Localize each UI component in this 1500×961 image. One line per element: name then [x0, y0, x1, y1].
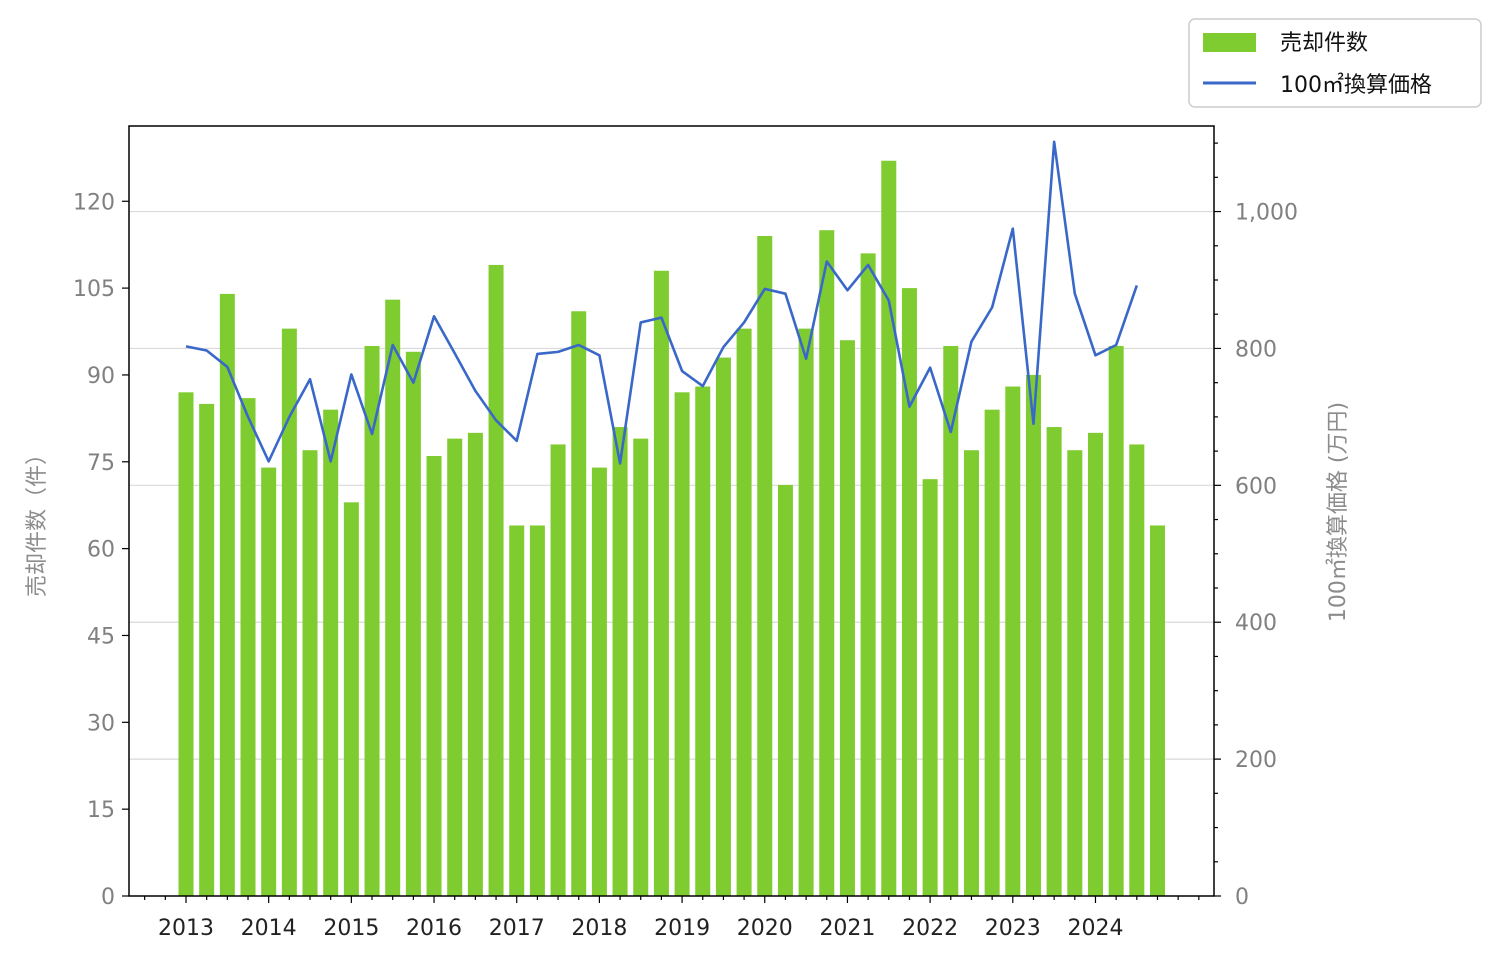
bar-2015Q3: [385, 299, 401, 896]
bar-2014Q3: [302, 450, 318, 896]
x-tick-label: 2021: [819, 916, 875, 941]
left-tick-label: 60: [87, 538, 115, 563]
bar-2018Q4: [653, 270, 669, 897]
right-tick-label: 0: [1235, 885, 1249, 910]
right-axis: 0 200 400 600 800 1,000: [1214, 142, 1298, 910]
right-axis-label: 100㎡換算価格 (万円): [1325, 402, 1351, 622]
bar-2015Q1: [343, 502, 359, 896]
bar-2021Q3: [881, 160, 897, 897]
x-tick-label: 2015: [323, 916, 379, 941]
bar-2018Q1: [591, 467, 607, 896]
bar-2014Q4: [323, 409, 339, 896]
x-tick-label: 2022: [902, 916, 958, 941]
bar-2014Q1: [261, 467, 277, 896]
bar-2015Q2: [364, 346, 380, 896]
bar-2018Q3: [633, 438, 649, 896]
bar-2013Q3: [219, 293, 235, 896]
left-tick-label: 0: [101, 885, 115, 910]
legend-box: [1188, 18, 1482, 108]
bar-2024Q4: [1149, 525, 1165, 896]
bar-2017Q2: [529, 525, 545, 896]
bar-2013Q4: [240, 398, 256, 896]
bar-2020Q4: [819, 230, 835, 897]
bar-2023Q1: [1005, 386, 1021, 896]
bar-2018Q2: [612, 427, 628, 896]
bar-series: [178, 160, 1165, 897]
left-tick-label: 90: [87, 364, 115, 389]
legend-line-label: 100㎡換算価格: [1280, 72, 1432, 98]
plot-border: [128, 125, 1215, 897]
bar-2022Q1: [922, 479, 938, 896]
x-tick-label: 2017: [489, 916, 545, 941]
bar-2019Q4: [736, 328, 752, 896]
left-tick-label: 75: [87, 451, 115, 476]
bar-2021Q4: [901, 288, 917, 897]
bar-2020Q1: [757, 236, 773, 896]
bar-2022Q3: [963, 450, 979, 896]
right-tick-label: 400: [1235, 611, 1277, 636]
bar-2019Q3: [715, 357, 731, 896]
x-tick-label: 2024: [1067, 916, 1123, 941]
x-tick-label: 2018: [571, 916, 627, 941]
left-axis-label: 売却件数（件）: [25, 443, 50, 597]
bar-2024Q2: [1108, 346, 1124, 896]
bar-2021Q2: [860, 253, 876, 897]
right-tick-label: 800: [1235, 337, 1277, 362]
bar-2017Q1: [509, 525, 525, 896]
left-tick-label: 15: [87, 798, 115, 823]
bar-2024Q1: [1087, 432, 1103, 896]
x-tick-label: 2020: [737, 916, 793, 941]
x-axis: 2013 2014 2015 2016 2017 2018 2019 2020 2021 2022…: [144, 896, 1200, 941]
right-tick-label: 1,000: [1235, 201, 1298, 226]
right-tick-label: 600: [1235, 474, 1277, 499]
legend-bar-label: 売却件数: [1280, 31, 1368, 56]
x-tick-label: 2023: [985, 916, 1041, 941]
bar-2022Q2: [943, 346, 959, 896]
bar-2023Q3: [1046, 427, 1062, 896]
bar-2014Q2: [281, 328, 297, 896]
bar-2017Q4: [571, 311, 587, 896]
bar-2017Q3: [550, 444, 566, 896]
bar-2022Q4: [984, 409, 1000, 896]
bar-2016Q3: [467, 432, 483, 896]
x-tick-label: 2016: [406, 916, 462, 941]
x-tick-label: 2014: [241, 916, 297, 941]
bar-2016Q1: [426, 456, 442, 896]
bar-2020Q3: [798, 328, 814, 896]
left-tick-label: 45: [87, 624, 115, 649]
bar-2021Q1: [839, 340, 855, 896]
bar-2013Q2: [199, 403, 215, 896]
left-tick-label: 30: [87, 711, 115, 736]
line-series: [185, 140, 1139, 465]
x-tick-label: 2019: [654, 916, 710, 941]
bar-2023Q2: [1025, 374, 1041, 896]
bar-2023Q4: [1067, 450, 1083, 896]
bar-2013Q1: [178, 392, 194, 896]
bar-2016Q4: [488, 264, 504, 896]
bar-2020Q2: [777, 484, 793, 896]
right-tick-label: 200: [1235, 748, 1277, 773]
legend: 売却件数 100㎡換算価格: [1188, 18, 1482, 108]
left-tick-label: 105: [73, 277, 115, 302]
bar-2019Q1: [674, 392, 690, 896]
bar-2015Q4: [405, 351, 421, 897]
legend-bar-swatch: [1203, 33, 1256, 52]
plot-frame: [128, 125, 1215, 897]
bar-2019Q2: [695, 386, 711, 896]
bar-2024Q3: [1129, 444, 1145, 896]
left-axis: 0 15 30 45 60 75 90 105 120: [73, 190, 129, 910]
left-tick-label: 120: [73, 190, 115, 215]
bar-2016Q2: [447, 438, 463, 896]
x-tick-label: 2013: [158, 916, 214, 941]
